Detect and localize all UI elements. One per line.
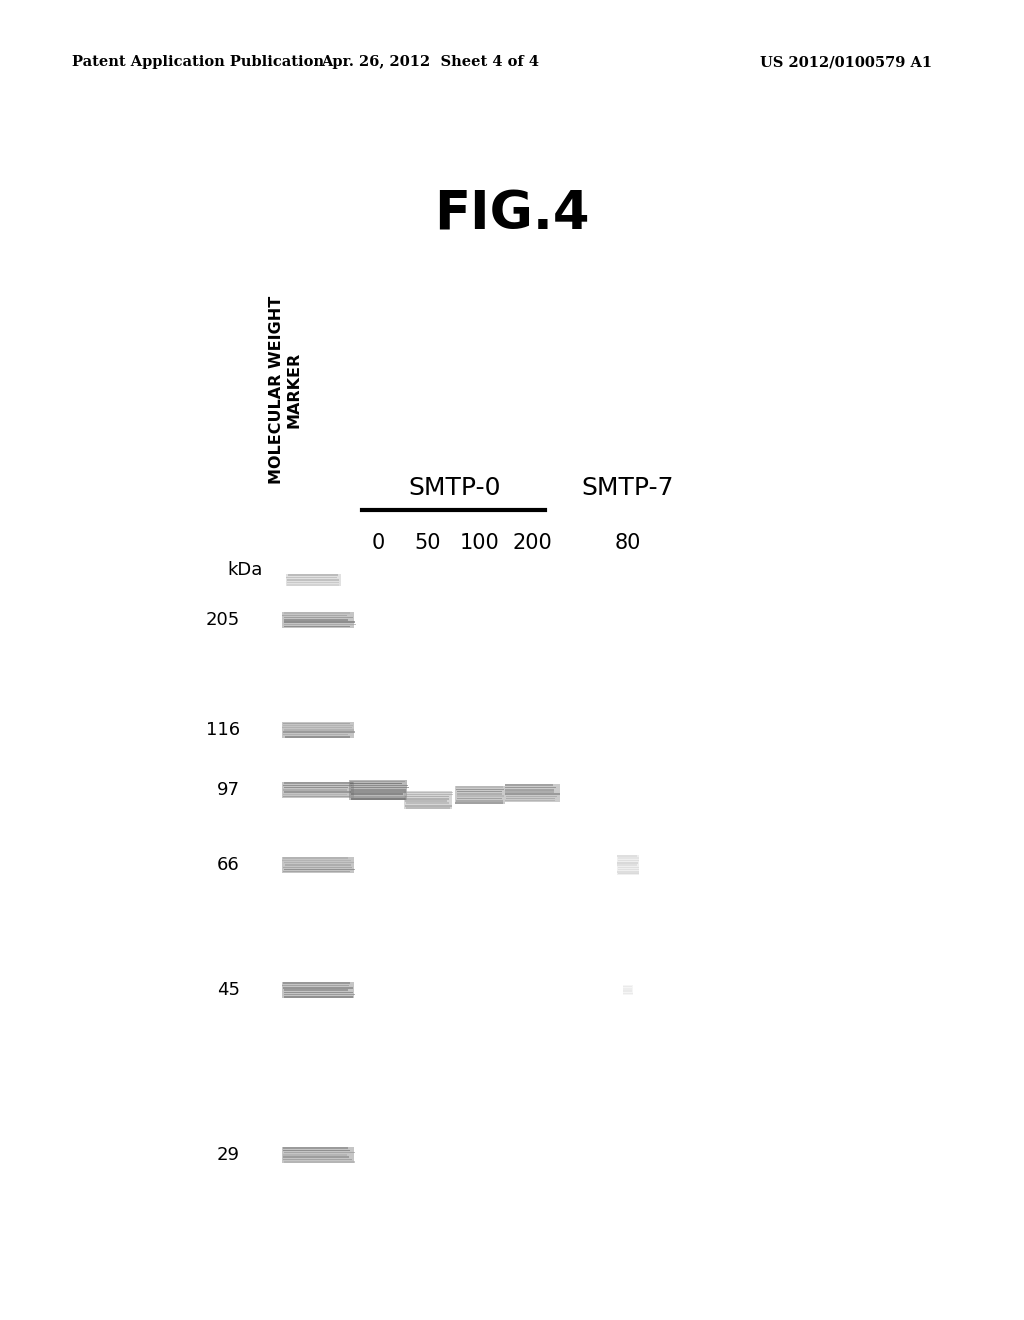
Bar (285, 869, 355, 870)
Text: 0: 0 (372, 533, 385, 553)
Bar (284, 862, 353, 863)
Bar (285, 619, 348, 620)
Bar (505, 789, 554, 791)
Bar (617, 862, 638, 863)
Bar (457, 800, 503, 801)
Text: MOLECULAR WEIGHT
MARKER: MOLECULAR WEIGHT MARKER (268, 296, 301, 484)
Text: 50: 50 (415, 533, 441, 553)
Text: SMTP-0: SMTP-0 (409, 477, 502, 500)
Text: 45: 45 (217, 981, 240, 999)
Bar (284, 734, 348, 735)
Bar (457, 791, 502, 792)
Bar (288, 574, 339, 576)
Text: US 2012/0100579 A1: US 2012/0100579 A1 (760, 55, 932, 69)
Bar (404, 799, 450, 800)
Bar (284, 784, 352, 787)
Bar (285, 624, 355, 626)
Bar (283, 982, 350, 983)
Bar (286, 574, 341, 586)
Bar (287, 579, 339, 581)
Bar (617, 865, 637, 866)
Text: 97: 97 (217, 781, 240, 799)
Bar (457, 795, 504, 797)
Bar (349, 780, 407, 800)
Bar (457, 793, 502, 795)
Bar (404, 791, 452, 809)
Bar (506, 796, 557, 797)
Bar (351, 796, 407, 797)
Bar (284, 612, 350, 614)
Bar (282, 781, 354, 799)
Bar (404, 800, 447, 803)
Bar (285, 1162, 355, 1163)
Bar (287, 583, 339, 586)
Bar (505, 791, 554, 793)
Bar (282, 615, 346, 616)
Bar (284, 1156, 349, 1158)
Bar (285, 737, 350, 738)
Bar (351, 787, 410, 788)
Text: 116: 116 (206, 721, 240, 739)
Text: SMTP-7: SMTP-7 (582, 477, 674, 500)
Bar (284, 857, 348, 859)
Bar (284, 783, 352, 784)
Bar (284, 995, 353, 998)
Text: 80: 80 (614, 533, 641, 553)
Bar (282, 982, 354, 998)
Text: 100: 100 (460, 533, 500, 553)
Bar (285, 787, 348, 788)
Bar (285, 865, 351, 866)
Text: 205: 205 (206, 611, 240, 630)
Bar (284, 1150, 350, 1151)
Bar (623, 986, 632, 987)
Bar (284, 622, 355, 623)
Text: Patent Application Publication: Patent Application Publication (72, 55, 324, 69)
Bar (624, 987, 633, 990)
Bar (404, 805, 453, 807)
Text: kDa: kDa (227, 561, 263, 579)
Bar (283, 985, 349, 986)
Bar (350, 783, 401, 784)
Bar (624, 990, 632, 993)
Bar (623, 985, 633, 995)
Bar (284, 729, 353, 731)
Bar (406, 807, 451, 809)
Bar (282, 722, 354, 738)
Text: 29: 29 (217, 1146, 240, 1164)
Bar (617, 855, 638, 857)
Bar (617, 855, 639, 875)
Bar (284, 792, 351, 793)
Bar (456, 803, 503, 804)
Text: 66: 66 (217, 855, 240, 874)
Bar (455, 785, 505, 804)
Bar (282, 857, 354, 873)
Bar (284, 731, 355, 733)
Text: Apr. 26, 2012  Sheet 4 of 4: Apr. 26, 2012 Sheet 4 of 4 (321, 55, 539, 69)
Bar (284, 994, 355, 995)
Bar (282, 1147, 354, 1163)
Bar (350, 793, 403, 796)
Bar (505, 784, 553, 785)
Text: 200: 200 (512, 533, 552, 553)
Bar (283, 1147, 348, 1148)
Bar (456, 787, 503, 788)
Bar (505, 784, 559, 803)
Bar (351, 789, 406, 791)
Bar (282, 612, 354, 628)
Bar (617, 858, 639, 859)
Bar (283, 987, 352, 989)
Bar (351, 784, 408, 787)
Bar (617, 871, 639, 873)
Bar (406, 803, 450, 804)
Bar (406, 793, 453, 795)
Bar (350, 792, 406, 793)
Text: FIG.4: FIG.4 (434, 189, 590, 242)
